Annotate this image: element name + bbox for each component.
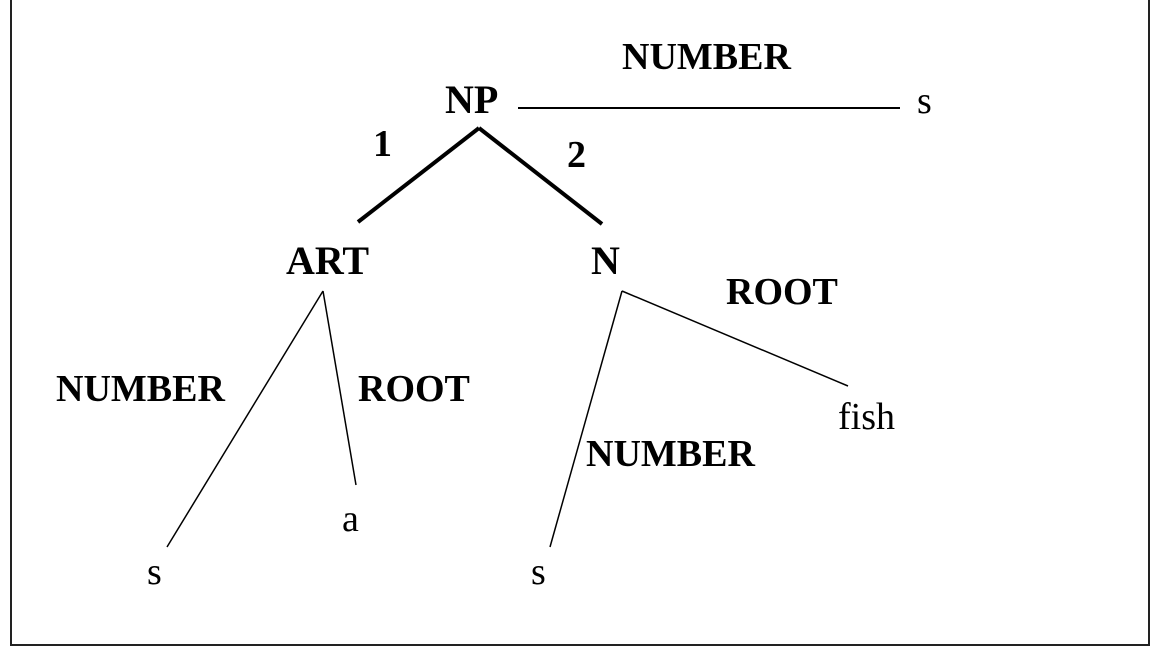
edge-label-n-number: NUMBER xyxy=(586,433,755,475)
edge-label-art-root: ROOT xyxy=(358,368,470,410)
edge-label-n-root: ROOT xyxy=(726,271,838,313)
edge-art-root xyxy=(322,290,357,486)
leaf-np-number-value: s xyxy=(917,80,932,122)
edge-np-art xyxy=(356,126,481,224)
leaf-n-number-value: s xyxy=(531,551,546,593)
node-n: N xyxy=(591,238,620,283)
edge-label-art-number: NUMBER xyxy=(56,368,225,410)
node-art: ART xyxy=(286,238,370,283)
node-np: NP xyxy=(445,77,499,122)
leaf-art-root-value: a xyxy=(342,498,359,540)
edge-art-number xyxy=(166,290,324,548)
leaf-n-root-value: fish xyxy=(838,396,895,438)
edge-n-number xyxy=(549,290,623,548)
edge-label-np-child1: 1 xyxy=(373,123,392,165)
edge-label-np-number: NUMBER xyxy=(622,36,791,78)
leaf-art-number-value: s xyxy=(147,551,162,593)
edge-n-root xyxy=(621,290,849,387)
edge-np-n xyxy=(477,126,604,226)
edge-label-np-child2: 2 xyxy=(567,134,586,176)
